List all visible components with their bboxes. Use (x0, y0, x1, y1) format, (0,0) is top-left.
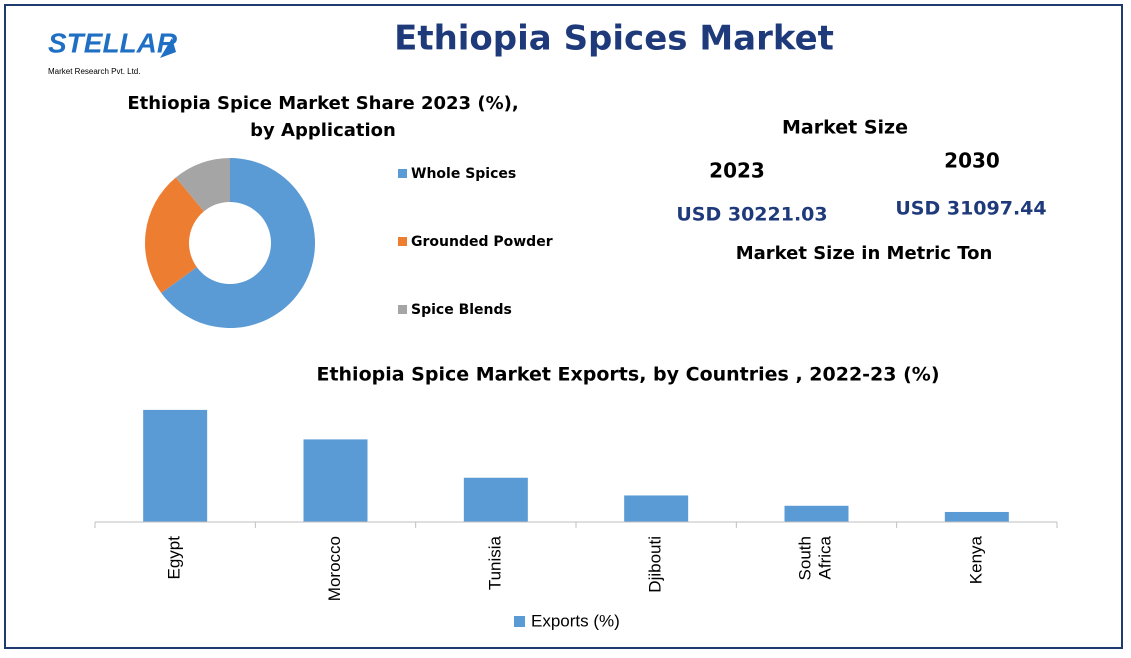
logo-name: STELLAR (48, 27, 178, 58)
legend-swatch (398, 237, 407, 246)
x-tick-label: Morocco (325, 536, 344, 601)
legend-label: Exports (%) (531, 611, 620, 630)
market-value: USD 31097.44 (895, 198, 1046, 220)
donut-segment (145, 177, 204, 293)
donut-segment (175, 158, 230, 212)
bar-title: Ethiopia Spice Market Exports, by Countr… (316, 364, 939, 386)
legend-label: Whole Spices (411, 166, 516, 182)
year: 2023 (709, 159, 765, 183)
logo-arrow (160, 38, 176, 58)
year: 2030 (944, 149, 1000, 173)
legend-swatch (398, 305, 407, 314)
market-size-title: Market Size (782, 117, 908, 139)
bar (143, 409, 208, 522)
legend-label: Spice Blends (411, 302, 512, 318)
x-tick-label: Egypt (165, 536, 184, 580)
x-tick-label: SouthAfrica (796, 535, 835, 580)
logo: STELLAR Market Research Pvt. Ltd. (48, 27, 178, 76)
donut-title: Ethiopia Spice Market Share 2023 (%), by… (127, 93, 519, 141)
bar (624, 495, 689, 522)
bar (784, 505, 849, 522)
bar (944, 511, 1009, 522)
logo-subtitle: Market Research Pvt. Ltd. (48, 67, 140, 76)
x-tick-label: Kenya (966, 535, 985, 584)
bar (463, 477, 528, 522)
legend-swatch (398, 169, 407, 178)
x-tick-label: Tunisia (485, 535, 504, 590)
x-tick-label: Djibouti (646, 536, 665, 593)
legend-swatch (514, 616, 525, 627)
donut-title-box: Ethiopia Spice Market Share 2023 (%), by… (127, 93, 519, 141)
bar (303, 439, 368, 522)
market-size-note: Market Size in Metric Ton (736, 243, 993, 264)
donut-segment (161, 158, 315, 328)
frame (4, 4, 1123, 649)
page-title: Ethiopia Spices Market (394, 19, 834, 59)
legend-label: Grounded Powder (411, 234, 553, 250)
market-value: USD 30221.03 (676, 204, 827, 226)
